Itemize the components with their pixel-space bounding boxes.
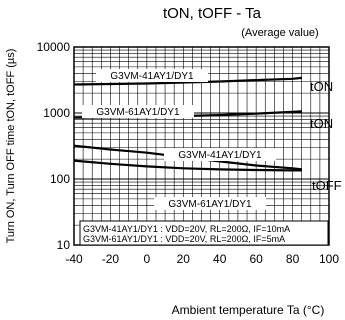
y-ticks: 10 100 1000 10000 bbox=[37, 40, 71, 252]
svg-text:G3VM-61AY1/DY1: G3VM-61AY1/DY1 bbox=[168, 199, 252, 210]
label-toff: tOFF bbox=[312, 178, 342, 193]
x-ticks: -40 -20 0 20 40 60 80 100 bbox=[65, 252, 339, 266]
series-label-61-toff: G3VM-61AY1/DY1 bbox=[154, 197, 266, 210]
y-tick-label: 1000 bbox=[43, 106, 70, 120]
svg-text:G3VM-41AY1/DY1: G3VM-41AY1/DY1 bbox=[178, 150, 262, 161]
conditions-box: G3VM-41AY1/DY1 : VDD=20V, RL=200Ω, IF=10… bbox=[79, 220, 329, 246]
x-tick-label: 0 bbox=[144, 252, 151, 266]
svg-text:G3VM-61AY1/DY1: G3VM-61AY1/DY1 bbox=[96, 107, 180, 118]
condition-line-1: G3VM-41AY1/DY1 : VDD=20V, RL=200Ω, IF=10… bbox=[83, 224, 290, 234]
x-tick-label: 40 bbox=[213, 252, 227, 266]
x-tick-label: -20 bbox=[102, 252, 120, 266]
chart-subtitle: (Average value) bbox=[241, 27, 318, 39]
x-tick-label: -40 bbox=[65, 252, 83, 266]
label-ton-lower: tON bbox=[310, 116, 333, 131]
label-ton-upper: tON bbox=[310, 79, 333, 94]
y-axis-label: Turn ON, Turn OFF time tON, tOFF (µs) bbox=[5, 49, 17, 244]
y-tick-label: 100 bbox=[50, 172, 70, 186]
series-label-41-toff: G3VM-41AY1/DY1 bbox=[164, 148, 276, 161]
chart-title: tON, tOFF - Ta bbox=[163, 5, 262, 22]
x-tick-label: 20 bbox=[177, 252, 191, 266]
x-tick-label: 100 bbox=[319, 252, 339, 266]
condition-line-2: G3VM-61AY1/DY1 : VDD=20V, RL=200Ω, IF=5m… bbox=[83, 234, 285, 244]
x-tick-label: 60 bbox=[249, 252, 263, 266]
svg-text:G3VM-41AY1/DY1: G3VM-41AY1/DY1 bbox=[110, 71, 194, 82]
x-axis-label: Ambient temperature Ta (°C) bbox=[172, 303, 325, 317]
series-label-61-ton: G3VM-61AY1/DY1 bbox=[82, 105, 194, 118]
series-label-41-ton: G3VM-41AY1/DY1 bbox=[96, 69, 208, 82]
y-tick-label: 10000 bbox=[37, 40, 71, 54]
y-tick-label: 10 bbox=[57, 238, 71, 252]
series-line-3 bbox=[73, 159, 302, 172]
x-tick-label: 80 bbox=[286, 252, 300, 266]
